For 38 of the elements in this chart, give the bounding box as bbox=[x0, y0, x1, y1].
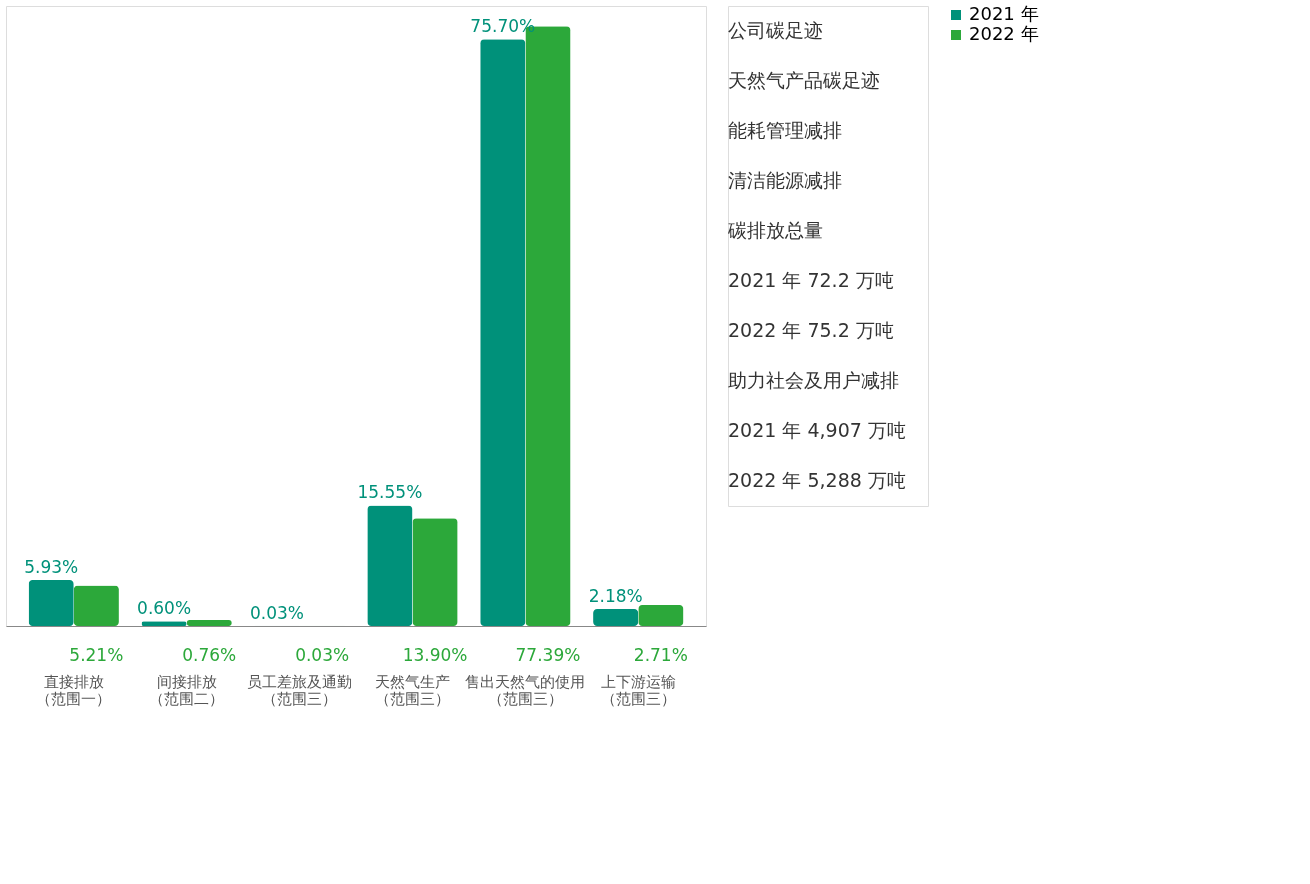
data-label: 0.03% bbox=[295, 645, 350, 665]
bar bbox=[593, 609, 639, 626]
x-tick-label: 直接排放（范围一） bbox=[36, 672, 112, 708]
data-label: 15.55% bbox=[357, 482, 423, 503]
bar bbox=[480, 39, 526, 626]
data-label: 2.18% bbox=[588, 586, 643, 607]
x-tick-label: 售出天然气的使用（范围三） bbox=[465, 672, 586, 708]
data-label: 0.03% bbox=[249, 602, 304, 623]
data-label: 0.76% bbox=[182, 645, 237, 665]
text: 能耗管理减排 bbox=[728, 119, 842, 141]
text: 公司碳足迹 bbox=[728, 19, 823, 41]
bar bbox=[73, 585, 119, 626]
legend-label: 2022 年 bbox=[969, 23, 1039, 44]
data-label: 0.60% bbox=[137, 598, 192, 619]
text: 2022 年 75.2 万吨 bbox=[728, 319, 894, 341]
bar bbox=[412, 518, 458, 626]
bar bbox=[638, 605, 684, 626]
bar bbox=[367, 505, 413, 626]
x-tick-label: 上下游运输（范围三） bbox=[600, 672, 676, 708]
data-label: 5.93% bbox=[24, 557, 79, 578]
text: 2021 年 4,907 万吨 bbox=[728, 419, 906, 441]
bar bbox=[186, 620, 232, 626]
data-label: 2.71% bbox=[633, 645, 688, 665]
text: 助力社会及用户减排 bbox=[728, 369, 899, 391]
bar bbox=[28, 580, 74, 626]
data-label: 75.70% bbox=[470, 16, 536, 37]
data-label: 13.90% bbox=[402, 645, 468, 665]
text: 清洁能源减排 bbox=[728, 169, 842, 191]
text: 天然气产品碳足迹 bbox=[728, 69, 880, 91]
text: 2022 年 5,288 万吨 bbox=[728, 469, 906, 491]
x-tick-label: 间接排放（范围二） bbox=[149, 672, 225, 708]
data-label: 77.39% bbox=[515, 645, 581, 665]
legend-label: 2021 年 bbox=[969, 3, 1039, 24]
data-label: 5.21% bbox=[69, 645, 124, 665]
text: 碳排放总量 bbox=[727, 219, 823, 241]
x-tick-label: 天然气生产（范围三） bbox=[374, 672, 450, 708]
x-tick-label: 员工差旅及通勤（范围三） bbox=[247, 672, 353, 708]
text: 2021 年 72.2 万吨 bbox=[728, 269, 894, 291]
